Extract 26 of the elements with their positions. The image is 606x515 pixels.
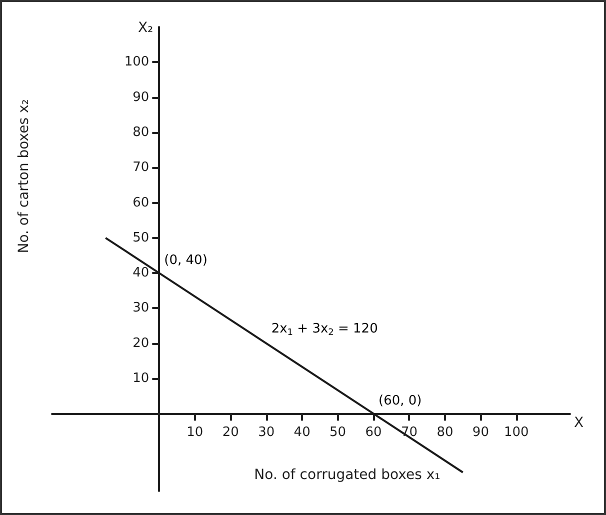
x-tick-label: 100 [504,425,529,440]
y-tick-label: 60 [132,195,150,210]
y-tick-label: 70 [132,160,150,176]
x-tick-label: 90 [472,425,489,440]
annotation: (0, 40) [164,253,208,268]
x-tick-label: 50 [330,425,346,440]
x-tick-label: 70 [400,425,418,440]
y-tick-label: 100 [124,54,150,70]
text: X [574,415,584,432]
x-axis-title: No. of corrugated boxes x₁ [254,467,440,483]
x-tick-label: 40 [294,425,310,440]
y-tick-label: 10 [132,371,150,386]
y-tick-label: 20 [132,336,150,351]
y-tick-label: 30 [132,300,150,316]
y-axis-title: No. of carton boxes x₂ [16,99,32,254]
x-tick-label: 30 [258,425,275,440]
x-tick-label: 20 [222,425,239,440]
x-tick-label: 80 [436,425,454,440]
y-tick-label: 90 [132,90,150,105]
x-tick-label: 60 [365,425,382,440]
annotation: (60, 0) [378,394,422,409]
y-tick-label: 50 [132,230,150,246]
y-tick-label: 40 [132,266,150,281]
annotation: X₂ [138,20,154,36]
y-tick-label: 80 [132,124,150,140]
x-tick-label: 10 [186,425,204,440]
